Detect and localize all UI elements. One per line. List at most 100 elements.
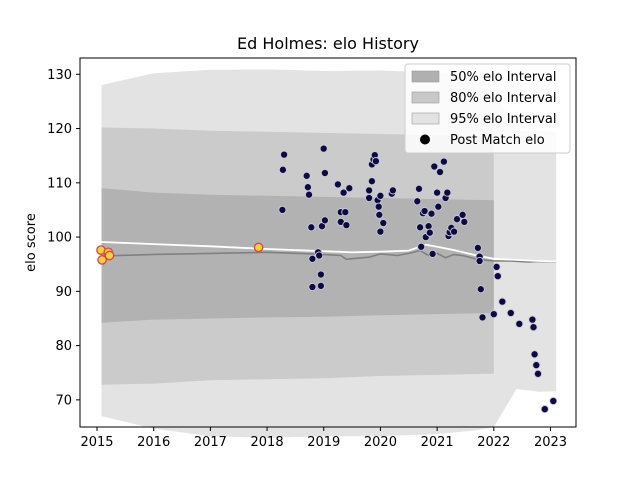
x-tick-label: 2018 <box>251 435 284 450</box>
mean-elo-line <box>101 249 557 263</box>
post-match-elo-point <box>430 162 439 171</box>
legend-label: 50% elo Interval <box>450 70 557 85</box>
chart-title: Ed Holmes: elo History <box>237 34 419 53</box>
post-match-elo-point <box>532 361 541 370</box>
y-axis-label: elo score <box>24 213 39 272</box>
post-match-elo-point <box>476 285 485 294</box>
post-match-elo-point <box>473 243 482 252</box>
post-match-elo-point <box>439 157 448 166</box>
post-match-elo-point <box>388 186 397 195</box>
post-match-elo-point <box>304 190 314 199</box>
post-match-elo-point <box>280 150 289 159</box>
post-match-elo-point <box>278 165 287 174</box>
post-match-elo-point <box>316 281 325 290</box>
post-match-elo-point <box>376 227 385 236</box>
post-match-elo-point <box>533 369 543 378</box>
post-match-elo-point <box>278 205 287 214</box>
post-match-elo-point <box>333 180 342 189</box>
post-match-elo-point <box>489 310 498 319</box>
post-match-elo-point <box>549 396 558 406</box>
post-match-elo-point <box>365 193 374 203</box>
post-match-elo-point <box>425 228 434 237</box>
post-match-elo-point <box>452 215 462 224</box>
post-match-elo-point <box>319 144 328 153</box>
post-match-elo-point <box>365 186 374 195</box>
post-match-elo-point <box>443 188 452 197</box>
post-match-elo-point <box>420 206 429 216</box>
post-match-elo-point <box>307 223 316 232</box>
post-match-elo-point-early <box>97 255 107 265</box>
axis-ticks: 2015 2016 2017 2018 2019 2020 2021 2022 2023 70 80… <box>47 68 567 450</box>
plot-area <box>96 69 558 438</box>
post-match-elo-point <box>345 184 354 193</box>
post-match-elo-point <box>315 251 324 260</box>
post-match-elo-point <box>424 222 433 231</box>
y-tick-label: 120 <box>47 122 72 137</box>
post-match-elo-point <box>427 209 436 218</box>
post-match-elo-point <box>413 197 422 206</box>
x-tick-label: 2021 <box>421 435 454 450</box>
x-tick-label: 2019 <box>307 435 340 450</box>
post-match-elo-point <box>450 227 459 236</box>
post-match-elo-point <box>433 188 442 197</box>
post-match-elo-point <box>339 188 348 197</box>
post-match-elo-point <box>506 308 515 318</box>
legend-label: 80% elo Interval <box>450 91 557 106</box>
post-match-elo-point-early <box>253 242 264 253</box>
post-match-elo-point <box>416 223 425 232</box>
post-match-elo-point <box>530 350 539 359</box>
x-tick-label: 2023 <box>534 435 567 450</box>
post-match-elo-point <box>308 254 317 263</box>
legend-swatch <box>411 91 440 104</box>
x-tick-label: 2020 <box>364 435 397 450</box>
post-match-elo-point <box>492 262 501 271</box>
post-match-elo-point <box>320 168 329 178</box>
post-match-elo-point <box>375 210 384 219</box>
y-tick-label: 110 <box>47 176 72 191</box>
post-match-elo-point <box>414 184 424 193</box>
post-match-elo-point <box>342 221 351 230</box>
post-match-elo-point <box>308 282 317 292</box>
x-tick-label: 2015 <box>80 435 113 450</box>
post-match-elo-point-early <box>104 250 115 261</box>
post-match-elo-point <box>376 191 385 200</box>
legend: 50% elo Interval 80% elo Interval 95% elo … <box>404 63 571 154</box>
post-match-elo-point <box>302 171 311 180</box>
legend-marker <box>420 134 430 145</box>
band-50-interval <box>101 188 494 323</box>
legend-swatch <box>411 70 440 83</box>
post-match-elo-point <box>428 249 437 258</box>
post-match-elo-point <box>434 202 443 211</box>
legend-label: Post Match elo <box>450 133 545 148</box>
y-tick-label: 90 <box>55 285 72 300</box>
legend-swatch <box>411 112 440 125</box>
x-tick-label: 2022 <box>477 435 510 450</box>
post-match-elo-point <box>493 272 502 281</box>
y-tick-label: 80 <box>55 339 72 354</box>
post-match-elo-point <box>540 405 549 414</box>
post-match-elo-point <box>367 177 376 186</box>
post-match-elo-point <box>528 315 537 324</box>
y-tick-label: 100 <box>47 231 72 246</box>
post-match-elo-point <box>529 323 538 332</box>
legend-label: 95% elo Interval <box>450 112 557 127</box>
post-match-elo-point <box>320 216 329 225</box>
post-match-elo-point <box>371 157 380 166</box>
post-match-elo-point <box>478 313 487 322</box>
post-match-elo-point <box>515 319 524 328</box>
post-match-elo-point <box>379 218 388 228</box>
y-tick-label: 70 <box>55 393 72 408</box>
x-tick-label: 2016 <box>137 435 170 450</box>
post-match-elo-point <box>374 202 383 211</box>
post-match-elo-point <box>417 242 426 251</box>
post-match-elo-point <box>498 297 507 306</box>
post-match-elo-point <box>435 167 445 177</box>
legend-box <box>404 63 571 154</box>
post-match-elo-point <box>316 270 325 279</box>
post-match-elo-point <box>460 217 469 226</box>
post-match-elo-point <box>475 256 484 266</box>
axes-frame <box>79 57 577 428</box>
post-match-elo-point <box>303 183 312 192</box>
y-tick-label: 130 <box>47 68 72 83</box>
